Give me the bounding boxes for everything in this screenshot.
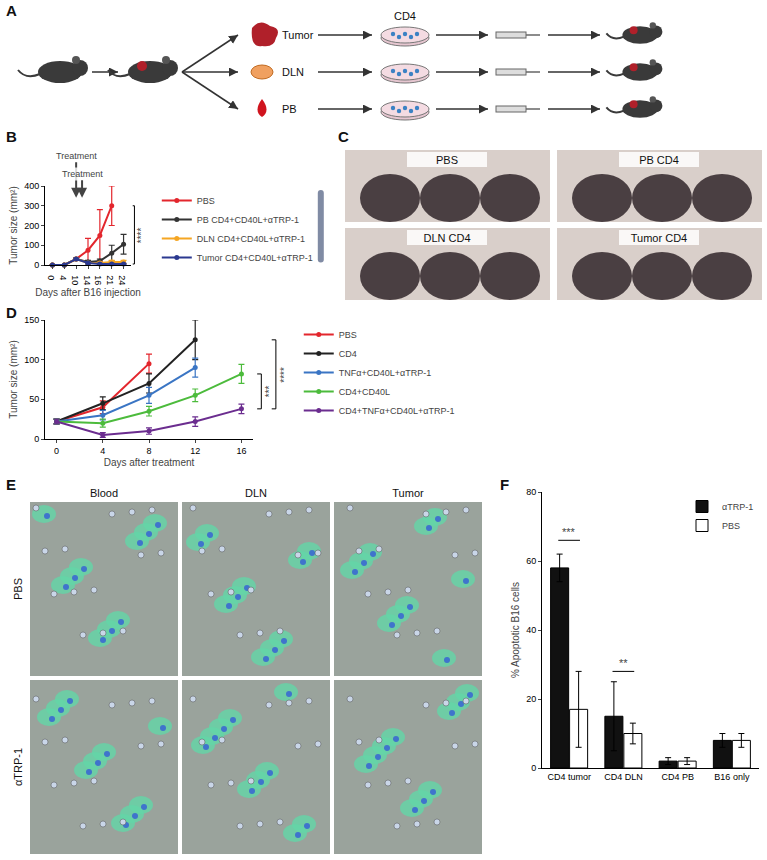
- svg-text:Tumor: Tumor: [392, 487, 424, 499]
- svg-text:Days after treatment: Days after treatment: [104, 457, 195, 468]
- svg-text:24: 24: [117, 275, 127, 285]
- svg-text:Tumor size (mm²): Tumor size (mm²): [8, 186, 19, 265]
- svg-text:60: 60: [526, 556, 536, 566]
- svg-text:CD4: CD4: [339, 349, 357, 359]
- svg-text:αTRP-1: αTRP-1: [12, 748, 24, 786]
- svg-text:CD4 tumor: CD4 tumor: [547, 772, 591, 782]
- svg-text:PB CD4+CD40L+αTRP-1: PB CD4+CD40L+αTRP-1: [197, 215, 299, 225]
- svg-text:F: F: [500, 476, 509, 493]
- svg-text:DLN CD4+CD40L+αTRP-1: DLN CD4+CD40L+αTRP-1: [197, 234, 305, 244]
- svg-text:0: 0: [46, 275, 56, 280]
- svg-text:**: **: [619, 657, 628, 669]
- svg-text:CD4+CD40L: CD4+CD40L: [339, 387, 390, 397]
- svg-text:12: 12: [190, 446, 200, 456]
- svg-text:200: 200: [24, 221, 39, 231]
- svg-text:4: 4: [58, 275, 68, 280]
- svg-text:PBS: PBS: [722, 521, 740, 531]
- svg-text:CD4+TNFα+CD40L+αTRP-1: CD4+TNFα+CD40L+αTRP-1: [339, 406, 455, 416]
- svg-text:Days after B16 injection: Days after B16 injection: [35, 287, 141, 298]
- svg-text:CD4: CD4: [394, 10, 416, 22]
- svg-text:16: 16: [236, 446, 246, 456]
- svg-text:A: A: [6, 2, 17, 19]
- svg-text:100: 100: [24, 240, 39, 250]
- svg-text:20: 20: [526, 694, 536, 704]
- svg-text:16: 16: [93, 275, 103, 285]
- svg-text:14: 14: [82, 275, 92, 285]
- svg-text:Tumor CD4+CD40L+αTRP-1: Tumor CD4+CD40L+αTRP-1: [197, 253, 313, 263]
- svg-text:****: ****: [279, 367, 290, 383]
- svg-text:Blood: Blood: [90, 487, 118, 499]
- svg-text:DLN: DLN: [245, 487, 267, 499]
- svg-text:B16 only: B16 only: [714, 772, 750, 782]
- svg-text:PBS: PBS: [197, 196, 215, 206]
- svg-text:40: 40: [526, 625, 536, 635]
- svg-text:CD4 PB: CD4 PB: [661, 772, 694, 782]
- svg-text:CD4 DLN: CD4 DLN: [604, 772, 643, 782]
- svg-text:PB CD4: PB CD4: [639, 154, 679, 166]
- svg-text:B: B: [6, 128, 17, 145]
- svg-text:0: 0: [34, 260, 39, 270]
- svg-text:Tumor size (mm²): Tumor size (mm²): [8, 340, 19, 419]
- svg-text:D: D: [6, 304, 17, 321]
- svg-text:50: 50: [29, 394, 39, 404]
- svg-text:E: E: [6, 476, 16, 493]
- svg-text:150: 150: [24, 315, 39, 325]
- svg-text:αTRP-1: αTRP-1: [722, 502, 753, 512]
- svg-text:***: ***: [264, 385, 275, 397]
- svg-text:TNFα+CD40L+αTRP-1: TNFα+CD40L+αTRP-1: [339, 368, 431, 378]
- svg-text:21: 21: [105, 275, 115, 285]
- svg-text:Treatment: Treatment: [62, 169, 103, 179]
- svg-text:0: 0: [54, 446, 59, 456]
- svg-text:DLN: DLN: [282, 66, 304, 78]
- svg-text:****: ****: [136, 228, 147, 244]
- svg-text:Treatment: Treatment: [56, 151, 97, 161]
- svg-text:8: 8: [146, 446, 151, 456]
- svg-text:10: 10: [70, 275, 80, 285]
- svg-text:80: 80: [526, 487, 536, 497]
- svg-text:PBS: PBS: [436, 154, 458, 166]
- svg-text:Tumor CD4: Tumor CD4: [631, 232, 687, 244]
- svg-text:PB: PB: [282, 103, 297, 115]
- svg-text:0: 0: [531, 763, 536, 773]
- svg-text:0: 0: [34, 434, 39, 444]
- svg-text:400: 400: [24, 181, 39, 191]
- svg-text:***: ***: [562, 526, 576, 538]
- svg-text:PBS: PBS: [339, 330, 357, 340]
- svg-text:300: 300: [24, 201, 39, 211]
- svg-text:DLN CD4: DLN CD4: [423, 232, 470, 244]
- svg-text:C: C: [338, 128, 349, 145]
- svg-text:% Apoptotic B16 cells: % Apoptotic B16 cells: [510, 582, 521, 678]
- svg-text:PBS: PBS: [12, 578, 24, 600]
- svg-text:4: 4: [100, 446, 105, 456]
- svg-text:100: 100: [24, 355, 39, 365]
- svg-text:Tumor: Tumor: [282, 29, 314, 41]
